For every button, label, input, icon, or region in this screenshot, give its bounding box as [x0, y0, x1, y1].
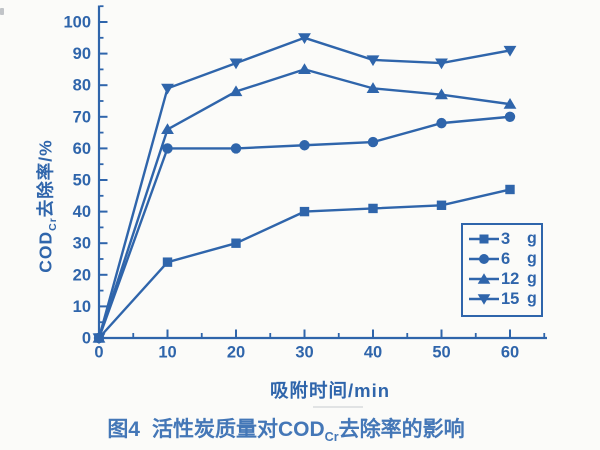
- legend-label: 15: [501, 289, 520, 308]
- triangle-up-marker: [298, 63, 311, 74]
- y-tick-label: 60: [73, 140, 91, 158]
- x-tick-label: 20: [227, 344, 245, 362]
- scan-artifact: [0, 8, 4, 15]
- y-axis-title-subscript: Cr: [47, 217, 59, 231]
- square-marker: [162, 257, 173, 267]
- triangle-down-marker: [161, 83, 174, 95]
- caption-suffix: 去除率的影响: [338, 418, 465, 441]
- caption-number: 图4: [107, 418, 140, 441]
- square-marker: [231, 238, 241, 248]
- series-line-15g: [97, 36, 511, 339]
- triangle-up-marker: [366, 82, 380, 93]
- triangle-up-marker: [503, 97, 517, 109]
- circle-marker: [367, 136, 379, 148]
- y-tick-label: 10: [73, 298, 91, 316]
- legend-label: 6: [501, 249, 511, 268]
- y-tick-label: 100: [63, 14, 91, 32]
- triangle-down-marker-icon: [469, 294, 499, 305]
- legend-label: 3: [501, 229, 511, 248]
- triangle-up-marker-icon: [469, 273, 499, 284]
- circle-marker: [230, 143, 242, 154]
- y-tick-label: 70: [73, 108, 91, 126]
- caption-subscript: Cr: [324, 430, 339, 445]
- triangle-down-marker: [298, 33, 311, 44]
- square-marker: [299, 206, 310, 217]
- circle-marker: [162, 143, 173, 154]
- y-tick-label: 30: [73, 235, 91, 253]
- legend-item-15g: 15 g: [469, 289, 541, 309]
- legend-label: 12: [501, 269, 520, 288]
- legend-unit: g: [527, 230, 537, 247]
- square-marker: [436, 200, 447, 210]
- triangle-up-marker: [229, 85, 243, 97]
- triangle-down-marker: [435, 58, 448, 70]
- x-tick-label: 40: [364, 344, 382, 362]
- circle-marker: [436, 117, 447, 129]
- y-tick-label: 80: [73, 77, 91, 95]
- x-tick-label: 10: [158, 344, 176, 362]
- triangle-down-marker: [503, 45, 517, 57]
- legend-unit: g: [527, 290, 537, 307]
- x-tick-label: 50: [432, 344, 450, 362]
- x-tick-label: 30: [295, 344, 313, 362]
- square-marker: [368, 203, 378, 214]
- x-axis-title: 吸附时间/min: [269, 380, 391, 401]
- caption-text: 活性炭质量对COD: [152, 418, 325, 441]
- triangle-up-marker: [161, 123, 174, 135]
- triangle-down-marker: [366, 55, 380, 67]
- y-tick-label: 20: [73, 266, 91, 284]
- y-tick-label: 0: [82, 330, 91, 348]
- square-marker: [505, 184, 515, 195]
- legend-item-12g: 12 g: [469, 269, 541, 289]
- triangle-down-marker: [92, 333, 106, 345]
- circle-marker: [299, 140, 310, 151]
- figure-caption: 图4 活性炭质量对CODCr去除率的影响: [0, 413, 586, 443]
- scan-artifact: [313, 406, 363, 408]
- y-axis-title-prefix: COD: [35, 230, 56, 273]
- triangle-down-marker: [229, 58, 243, 70]
- legend-unit: g: [527, 250, 537, 267]
- y-tick-label: 90: [73, 45, 91, 63]
- legend-unit: g: [527, 270, 537, 287]
- y-axis-title-suffix: 去除率/%: [35, 139, 56, 218]
- triangle-up-marker: [435, 88, 448, 100]
- y-tick-label: 40: [73, 203, 91, 221]
- y-axis-title: CODCr去除率/%: [33, 139, 60, 273]
- x-tick-label: 0: [94, 344, 103, 362]
- square-marker-icon: [469, 234, 499, 244]
- circle-marker: [504, 111, 516, 123]
- y-tick-label: 50: [73, 172, 91, 190]
- x-tick-label: 60: [501, 344, 519, 362]
- circle-marker-icon: [469, 254, 499, 264]
